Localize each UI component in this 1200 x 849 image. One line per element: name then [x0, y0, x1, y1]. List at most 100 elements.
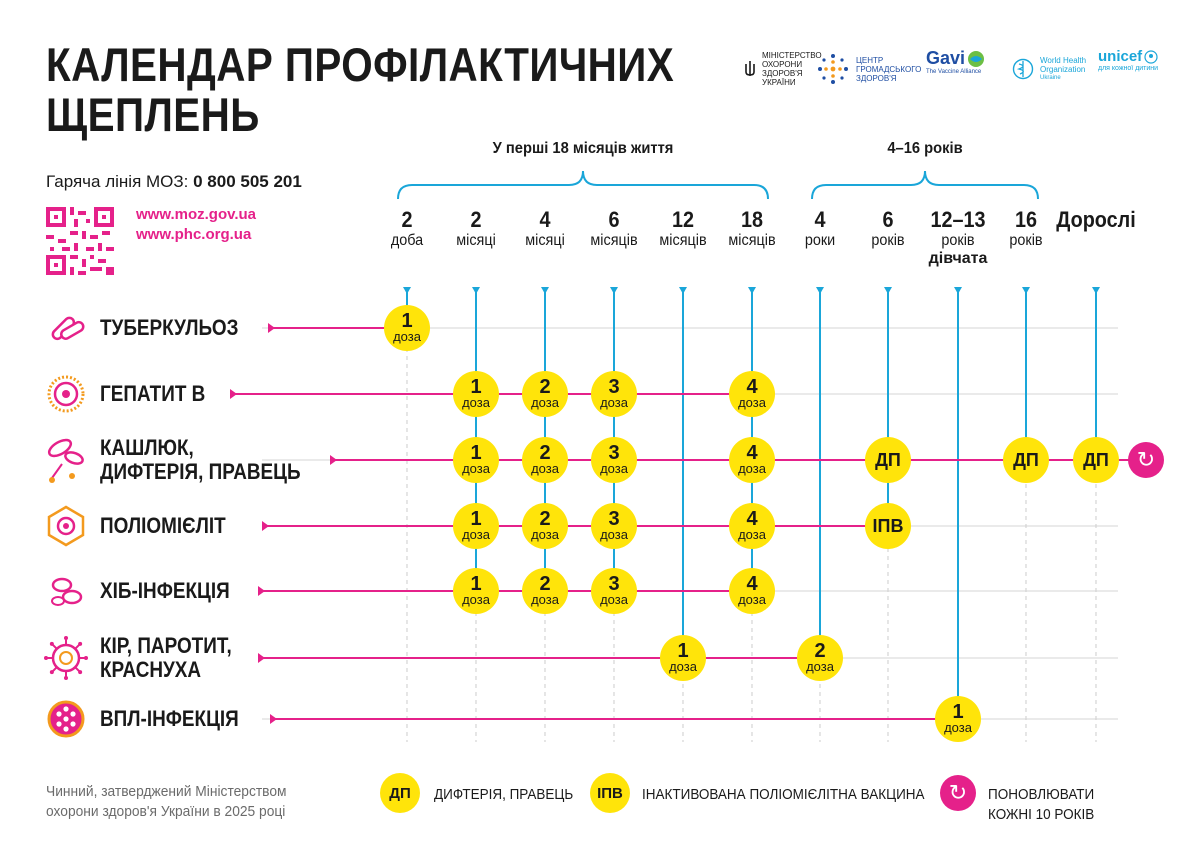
disease-name: ВПЛ-ІНФЕКЦІЯ [100, 707, 239, 731]
hepatitis-b-icon [47, 375, 85, 413]
legend-badge-ipv: ІПВ [590, 773, 630, 813]
age-unit: місяців [659, 232, 707, 249]
dose-badge: 4 доза [729, 371, 775, 417]
legend-text-renew: ПОНОВЛЮВАТИ КОЖНІ 10 РОКІВ [988, 786, 1095, 823]
dose-badge: 2 доза [522, 503, 568, 549]
age-number: 12–13 [930, 207, 986, 232]
hotline: Гаряча лінія МОЗ: 0 800 505 201 [46, 172, 302, 192]
dose-unit: доза [738, 527, 766, 542]
age-number: Дорослі [1056, 207, 1136, 232]
age-number: 4 [539, 207, 551, 232]
age-header: 18 місяців [717, 208, 787, 250]
disease-name: КАШЛЮК, ДИФТЕРІЯ, ПРАВЕЦЬ [100, 436, 301, 484]
age-number: 18 [740, 207, 764, 232]
who-logo: World Health Organization Ukraine [1012, 48, 1100, 90]
dose-number: 1 [401, 310, 413, 332]
group-label-infants: У перші 18 місяців життя [492, 140, 674, 157]
qr-code-icon[interactable] [46, 207, 114, 275]
who-subtitle: Ukraine [1040, 74, 1061, 81]
booster-label: ДП [1083, 449, 1109, 470]
dose-badge: 4 доза [729, 568, 775, 614]
age-number: 16 [1014, 207, 1038, 232]
timeline-start-icon [230, 389, 237, 399]
timeline-start-icon [258, 653, 265, 663]
booster-label: ДП [1013, 449, 1039, 470]
age-number: 4 [814, 207, 826, 232]
hotline-number[interactable]: 0 800 505 201 [193, 172, 302, 191]
dose-number: 2 [814, 640, 826, 662]
timeline-start-icon [270, 714, 277, 724]
dose-unit: доза [600, 395, 628, 410]
age-header: Дорослі [1046, 208, 1146, 232]
unicef-subtitle: для кожної дитини [1098, 65, 1159, 72]
dose-number: 4 [746, 508, 758, 530]
disease-name-line: ВПЛ-ІНФЕКЦІЯ [100, 706, 239, 731]
dose-badge: 2 доза [522, 437, 568, 483]
dose-number: 1 [470, 442, 482, 464]
dose-number: 1 [677, 640, 689, 662]
legend-text-dp: ДИФТЕРІЯ, ПРАВЕЦЬ [434, 786, 574, 803]
age-unit: доба [390, 232, 424, 249]
legend-badge-dp: ДП [380, 773, 420, 813]
column-marker-icon [1092, 287, 1100, 294]
column-marker-icon [1022, 287, 1030, 294]
column-marker-icon [884, 287, 892, 294]
globe-icon [968, 50, 985, 67]
phc-link[interactable]: www.phc.org.ua [136, 226, 252, 243]
dose-unit: доза [669, 659, 697, 674]
booster-badge: ІПВ [865, 503, 911, 549]
dose-badge: 1 доза [384, 305, 430, 351]
gavi-subtitle: The Vaccine Alliance [926, 69, 982, 75]
dose-number: 3 [608, 376, 620, 398]
age-header: 2 місяці [441, 208, 511, 250]
age-unit: роки [804, 232, 836, 249]
dose-unit: доза [531, 461, 559, 476]
disease-name: ГЕПАТИТ В [100, 382, 205, 406]
age-unit: місяців [590, 232, 638, 249]
legend-renew-icon: ↻ [940, 775, 976, 811]
disease-name-line: КІР, ПАРОТИТ, [100, 633, 232, 658]
dose-number: 4 [746, 573, 758, 595]
timeline-start-icon [268, 323, 275, 333]
age-unit: місяці [456, 232, 496, 249]
dose-badge: 1 доза [935, 696, 981, 742]
dose-number: 1 [470, 573, 482, 595]
disease-name-line: КРАСНУХА [100, 657, 202, 682]
dose-number: 2 [539, 573, 551, 595]
moz-link[interactable]: www.moz.gov.ua [136, 206, 257, 223]
dose-number: 3 [608, 573, 620, 595]
booster-badge: ДП [1003, 437, 1049, 483]
pertussis-icon [47, 438, 84, 483]
dose-unit: доза [738, 461, 766, 476]
group-brace-children [811, 170, 1039, 200]
dose-badge: 2 доза [797, 635, 843, 681]
trident-icon [745, 61, 755, 76]
age-header: 12 місяців [648, 208, 718, 250]
dose-unit: доза [738, 395, 766, 410]
hpv-icon [47, 700, 85, 738]
renew-icon: ↻ [1128, 442, 1164, 478]
age-header: 2 доба [372, 208, 442, 250]
timeline-start-icon [330, 455, 337, 465]
age-unit: років [1009, 232, 1043, 249]
dose-number: 4 [746, 376, 758, 398]
dose-unit: доза [600, 461, 628, 476]
booster-badge: ДП [1073, 437, 1119, 483]
dose-unit: доза [462, 395, 490, 410]
dose-unit: доза [531, 592, 559, 607]
dose-number: 3 [608, 442, 620, 464]
dose-badge: 3 доза [591, 503, 637, 549]
dose-number: 2 [539, 442, 551, 464]
disease-name-line: ХІБ-ІНФЕКЦІЯ [100, 578, 230, 603]
disease-name-line: ТУБЕРКУЛЬОЗ [100, 315, 239, 340]
age-header: 4 роки [785, 208, 855, 250]
disease-name: КІР, ПАРОТИТ, КРАСНУХА [100, 634, 232, 682]
column-marker-icon [748, 287, 756, 294]
dose-badge: 4 доза [729, 437, 775, 483]
phc-logo: ЦЕНТР ГРОМАДСЬКОГО ЗДОРОВ'Я [816, 48, 921, 90]
dose-badge: 2 доза [522, 568, 568, 614]
age-unit: місяців [728, 232, 776, 249]
column-marker-icon [472, 287, 480, 294]
measles-icon [44, 636, 88, 680]
dose-unit: доза [462, 527, 490, 542]
